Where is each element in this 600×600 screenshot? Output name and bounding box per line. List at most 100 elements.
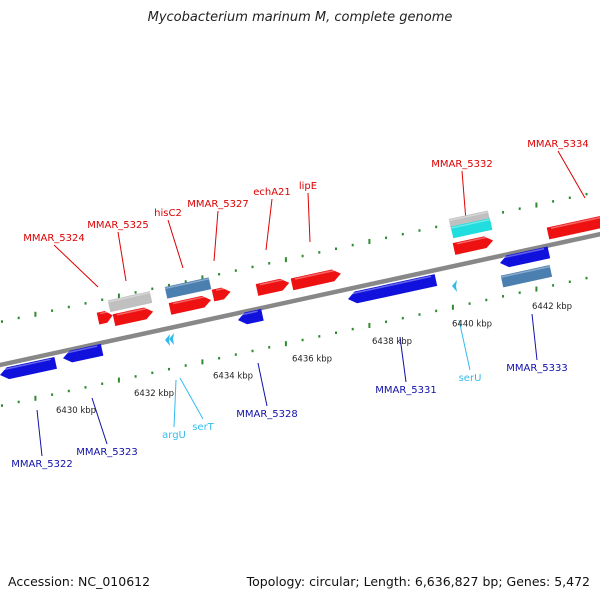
cds-reverse-arrow-highlight (2, 358, 51, 371)
cds-forward-arrow (168, 295, 212, 315)
cds-forward-arrow (452, 236, 494, 255)
rrna-bar-shape (450, 218, 493, 239)
reverse-feature-label: MMAR_5328 (236, 409, 298, 420)
cds-forward-arrow-shape (211, 287, 231, 302)
pseudo-reverse-bar-highlight (500, 265, 551, 278)
scale-tick-label: 6442 kbp (532, 302, 572, 312)
cds-reverse-arrow (348, 274, 438, 304)
forward-feature-label: lipE (299, 181, 317, 192)
cds-reverse-arrow-highlight (350, 275, 432, 295)
cds-forward-arrow-shape (452, 236, 494, 255)
dotted-guides (1, 192, 588, 407)
pseudo-forward-bar-shape (107, 291, 153, 313)
forward-feature-label-leader (307, 192, 311, 243)
reverse-feature-label-leader (257, 362, 268, 407)
cds-forward-arrow (112, 307, 154, 327)
cds-reverse-arrow-shape (500, 246, 551, 268)
pseudo-reverse-bar (500, 265, 553, 288)
reverse-feature-label: MMAR_5333 (506, 363, 568, 374)
cds-forward-arrow (255, 278, 290, 296)
cds-forward-arrow-shape (112, 307, 154, 327)
cds-forward-arrow-highlight (550, 216, 600, 230)
cds-forward-arrow-shape (255, 278, 290, 296)
reverse-feature-label: MMAR_5331 (375, 385, 437, 396)
feature-labels: 6430 kbp 6432 kbp 6434 kbp 6436 kbp 6438 kbp… (11, 139, 589, 470)
reverse-feature-label-leader (531, 313, 538, 361)
reverse-feature-label: MMAR_5322 (11, 459, 73, 470)
trna-chevron (165, 334, 170, 346)
genome-backbone (0, 231, 600, 368)
pseudo-forward-bar (107, 291, 153, 313)
scale-tick-label: 6432 kbp (134, 389, 174, 399)
cds-forward-arrow-highlight (116, 307, 149, 316)
reverse-feature-label-leader (399, 336, 407, 383)
cds-reverse-arrow (0, 356, 57, 380)
map-title: Mycobacterium marinum M, complete genome (147, 10, 453, 25)
cds-forward-arrow-highlight (100, 311, 109, 315)
cds-forward-arrow-shape (168, 295, 212, 315)
rrna-bar-highlight (450, 218, 491, 229)
forward-feature-label-leader (461, 170, 467, 222)
cds-reverse-arrow-highlight (502, 248, 545, 259)
feature-arrows (0, 210, 600, 380)
forward-feature-label-leader (265, 198, 273, 251)
trna-chevron (452, 280, 457, 292)
genome-summary: Topology: circular; Length: 6,636,827 bp… (246, 574, 590, 589)
backbone-line (0, 231, 600, 368)
trna-chevron (169, 333, 174, 345)
scale-tick-label: 6440 kbp (452, 319, 492, 329)
label-leaders (36, 150, 586, 457)
cds-forward-arrow-shape (96, 311, 113, 325)
cds-forward-arrow-highlight (456, 236, 489, 245)
cds-forward-arrow-shape (546, 216, 600, 240)
rrna-bar (450, 218, 493, 239)
pseudo-bar (164, 277, 212, 299)
cds-reverse-arrow-shape (63, 343, 104, 363)
forward-feature-label: echA21 (253, 187, 291, 198)
cds-forward-arrow-highlight (294, 269, 337, 280)
forward-feature-label-leader (117, 231, 127, 282)
trna-feature-label: argU (162, 430, 186, 441)
cds-forward-arrow (96, 311, 113, 325)
forward-feature-label-leader (213, 210, 219, 262)
forward-feature-label-leader (53, 244, 99, 288)
reverse-feature-label-leader (91, 397, 108, 445)
scale-tick-label: 6436 kbp (292, 354, 332, 364)
accession-text: Accession: NC_010612 (8, 574, 151, 589)
scale-tick-label: 6438 kbp (372, 337, 412, 347)
forward-feature-label: MMAR_5332 (431, 159, 493, 170)
forward-feature-label-leader (167, 219, 184, 269)
scale-tick-label: 6434 kbp (213, 372, 253, 382)
forward-feature-label: MMAR_5325 (87, 220, 149, 231)
cds-reverse-arrow (500, 246, 551, 268)
cds-forward-arrow-shape (290, 269, 341, 291)
cds-reverse-arrow-shape (0, 356, 57, 380)
cds-reverse-arrow-highlight (240, 310, 258, 316)
cds-forward-arrow (211, 287, 231, 302)
cds-forward-arrow-highlight (215, 287, 226, 292)
pseudo-forward-bar-highlight (107, 291, 151, 303)
cds-reverse-arrow-highlight (65, 345, 98, 354)
cds-reverse-arrow-shape (238, 308, 264, 325)
trna-feature-label: serT (192, 422, 214, 433)
cds-forward-arrow (290, 269, 341, 291)
forward-feature-label-leader (557, 150, 586, 199)
forward-feature-label: MMAR_5327 (187, 199, 249, 210)
trna-feature-label: serU (459, 373, 482, 384)
forward-feature-label: MMAR_5334 (527, 139, 589, 150)
cds-forward-arrow-highlight (172, 295, 207, 305)
cds-forward-arrow-highlight (259, 278, 285, 286)
forward-feature-label: MMAR_5324 (23, 233, 85, 244)
reverse-feature-label-leader (36, 409, 43, 457)
scale-tick-label: 6430 kbp (56, 406, 96, 416)
reverse-feature-label: MMAR_5323 (76, 447, 138, 458)
forward-feature-label: hisC2 (154, 208, 182, 219)
cds-forward-arrow (546, 216, 600, 240)
cds-reverse-arrow (238, 308, 264, 325)
trna-feature-label-leader (458, 319, 471, 371)
trna-feature-label-leader (173, 379, 177, 428)
pseudo-bar-highlight (164, 278, 210, 290)
pseudo-forward-bar-highlight (448, 211, 489, 222)
cds-reverse-arrow (63, 343, 104, 363)
